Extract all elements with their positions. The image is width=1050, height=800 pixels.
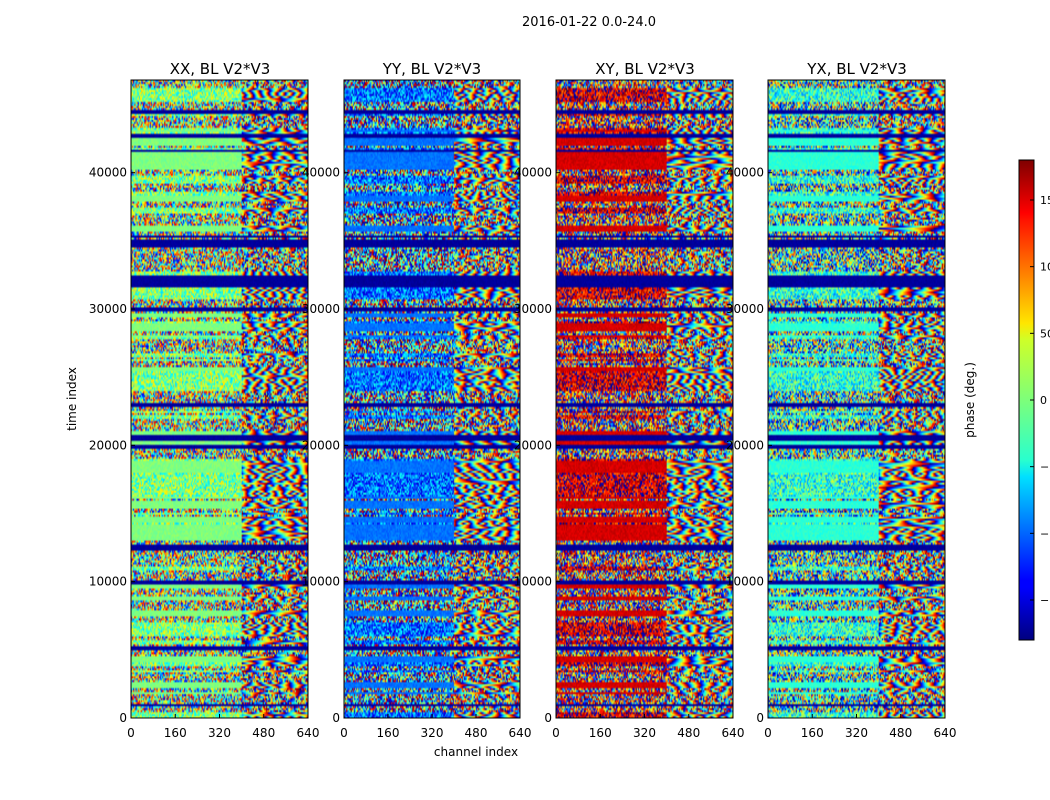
- panel-title-xy: XY, BL V2*V3: [595, 60, 695, 78]
- y-tick-label: 0: [756, 711, 764, 725]
- y-tick-label: 10000: [726, 575, 764, 589]
- x-tick-label: 160: [377, 726, 400, 740]
- x-tick-label: 160: [164, 726, 187, 740]
- y-tick-label: 40000: [726, 166, 764, 180]
- heatmap-panel-xy: [555, 79, 734, 719]
- axes-layer: 0 160 320 480 640 0 10000 20000 30000 40000 0 160 32…: [89, 166, 957, 740]
- x-tick-label: 160: [589, 726, 612, 740]
- heatmap-image-xy: [556, 80, 733, 718]
- colorbar-ticks: −150 −100 −50 0 50 100 150: [1030, 194, 1050, 607]
- panel-title-xx: XX, BL V2*V3: [170, 60, 271, 78]
- x-tick-label: 640: [934, 726, 957, 740]
- x-tick-label: 0: [552, 726, 560, 740]
- colorbar-tick-label: −150: [1040, 594, 1050, 607]
- y-tick-label: 30000: [89, 302, 127, 316]
- y-tick-label: 20000: [726, 438, 764, 452]
- x-tick-label: 480: [465, 726, 488, 740]
- y-tick-label: 20000: [302, 438, 340, 452]
- heatmap-panel-yy: [343, 79, 521, 719]
- x-tick-label: 320: [633, 726, 656, 740]
- colorbar: −150 −100 −50 0 50 100 150 phase (deg.): [963, 159, 1050, 641]
- y-tick-label: 0: [119, 711, 127, 725]
- colorbar-tick-label: −100: [1040, 527, 1050, 540]
- x-tick-label: 320: [845, 726, 868, 740]
- heatmap-image-xx: [131, 80, 308, 718]
- x-tick-label: 640: [297, 726, 320, 740]
- y-tick-label: 10000: [302, 575, 340, 589]
- y-tick-label: 40000: [302, 166, 340, 180]
- y-tick-label: 30000: [514, 302, 552, 316]
- heatmap-image-yy: [344, 80, 520, 718]
- y-tick-label: 30000: [726, 302, 764, 316]
- y-tick-label: 0: [544, 711, 552, 725]
- heatmap-panel-xx: [130, 79, 309, 719]
- x-axis-label: channel index: [434, 745, 518, 759]
- y-axis-label: time index: [65, 367, 79, 431]
- x-tick-label: 480: [252, 726, 275, 740]
- panel-title-yx: YX, BL V2*V3: [806, 60, 907, 78]
- y-tick-label: 20000: [514, 438, 552, 452]
- panel-title-yy: YY, BL V2*V3: [382, 60, 481, 78]
- x-tick-label: 320: [208, 726, 231, 740]
- x-tick-label: 640: [722, 726, 745, 740]
- y-tick-label: 40000: [514, 166, 552, 180]
- figure-suptitle: 2016-01-22 0.0-24.0: [522, 15, 656, 30]
- colorbar-tick-label: 50: [1040, 327, 1050, 340]
- y-tick-label: 30000: [302, 302, 340, 316]
- heatmap-panel-yx: [767, 79, 946, 719]
- colorbar-tick-label: −50: [1040, 461, 1050, 474]
- x-tick-label: 160: [801, 726, 824, 740]
- x-tick-label: 320: [421, 726, 444, 740]
- x-tick-label: 0: [764, 726, 772, 740]
- colorbar-tick-label: 100: [1040, 261, 1050, 274]
- x-tick-label: 480: [677, 726, 700, 740]
- colorbar-label: phase (deg.): [963, 362, 977, 438]
- y-tick-label: 0: [332, 711, 340, 725]
- y-tick-label: 10000: [514, 575, 552, 589]
- colorbar-tick-label: 150: [1040, 194, 1050, 207]
- colorbar-tick-label: 0: [1040, 394, 1047, 407]
- x-tick-label: 0: [340, 726, 348, 740]
- y-tick-label: 20000: [89, 438, 127, 452]
- heatmap-image-yx: [768, 80, 945, 718]
- x-tick-label: 480: [889, 726, 912, 740]
- x-tick-label: 0: [127, 726, 135, 740]
- y-tick-label: 40000: [89, 166, 127, 180]
- y-tick-label: 10000: [89, 575, 127, 589]
- x-tick-label: 640: [509, 726, 532, 740]
